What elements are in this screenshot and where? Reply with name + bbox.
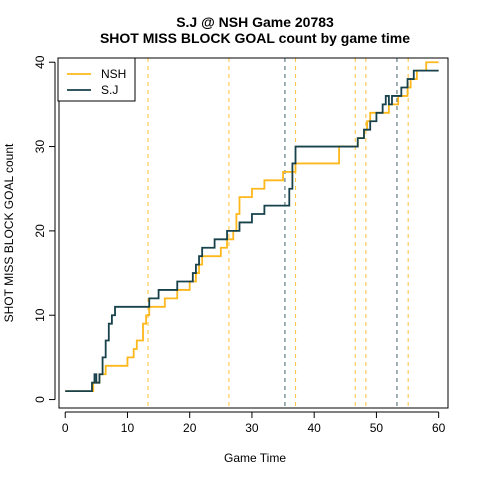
y-tick-label: 0	[33, 396, 47, 403]
chart-title: S.J @ NSH Game 20783	[176, 14, 334, 30]
plot-area: 0 10 20 30 40 50 60 0 10 20 30 40	[33, 55, 448, 435]
x-tick-label: 40	[308, 421, 322, 435]
y-tick-label: 30	[33, 140, 47, 154]
legend: NSH S.J	[58, 58, 135, 101]
x-tick-label: 50	[370, 421, 384, 435]
y-tick-label: 20	[33, 224, 47, 238]
x-tick-label: 60	[432, 421, 446, 435]
x-tick-label: 0	[62, 421, 69, 435]
y-tick-label: 10	[33, 308, 47, 322]
series-line-s-j	[65, 71, 438, 391]
x-tick-label: 30	[245, 421, 259, 435]
x-tick-label: 10	[121, 421, 135, 435]
x-tick-label: 20	[183, 421, 197, 435]
legend-label-nsh: NSH	[101, 67, 126, 81]
x-axis-label: Game Time	[224, 451, 286, 465]
y-tick-label: 40	[33, 55, 47, 69]
chart-subtitle: SHOT MISS BLOCK GOAL count by game time	[100, 30, 410, 46]
y-axis-label: SHOT MISS BLOCK GOAL count	[2, 143, 16, 322]
legend-label-sj: S.J	[101, 83, 118, 97]
